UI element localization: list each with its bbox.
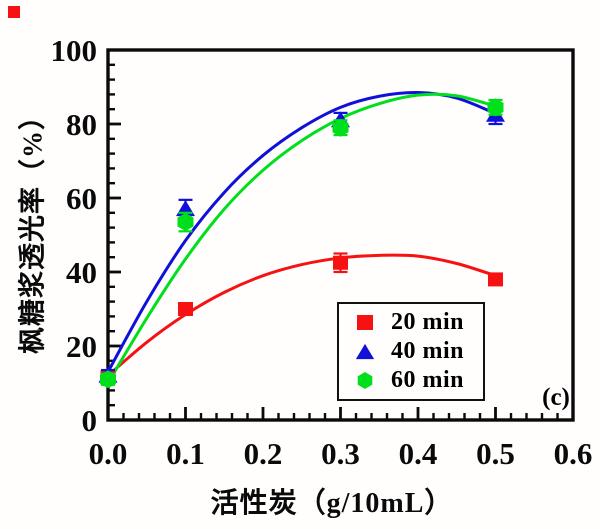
series-curve-20-min bbox=[106, 253, 497, 378]
y-tick-label: 40 bbox=[66, 255, 97, 290]
x-tick-label: 0.6 bbox=[554, 436, 593, 471]
legend-box: 20 min 40 min 60 min bbox=[337, 302, 485, 401]
data-point-square bbox=[178, 302, 193, 316]
data-point-hexagon bbox=[177, 213, 194, 232]
y-tick-label: 80 bbox=[66, 107, 97, 142]
y-tick-label: 60 bbox=[66, 181, 97, 216]
series-curve-60-min bbox=[106, 92, 497, 385]
blue-triangle-icon bbox=[355, 343, 375, 360]
data-point-hexagon bbox=[487, 98, 504, 117]
y-tick-label: 100 bbox=[51, 33, 98, 68]
x-tick-label: 0.3 bbox=[321, 436, 360, 471]
y-tick-label: 20 bbox=[66, 329, 97, 364]
x-tick-label: 0.1 bbox=[166, 436, 205, 471]
legend-marker-cell bbox=[339, 372, 391, 389]
y-axis-title: 枫糖浆透光率（%） bbox=[17, 102, 48, 354]
x-tick-label: 0.5 bbox=[476, 436, 515, 471]
legend-label: 40 min bbox=[391, 338, 465, 364]
legend-label: 60 min bbox=[391, 367, 465, 393]
data-point-square bbox=[488, 272, 503, 287]
green-hexagon-icon bbox=[357, 372, 373, 389]
legend-item-40min: 40 min bbox=[339, 338, 483, 365]
red-square-icon bbox=[357, 315, 373, 330]
x-axis-title: 活性炭（g/10mL） bbox=[210, 488, 454, 519]
stray-red-square-artifact bbox=[8, 6, 20, 18]
data-point-square bbox=[333, 255, 348, 270]
x-tick-label: 0.4 bbox=[399, 436, 438, 471]
panel-label: (c) bbox=[542, 384, 570, 411]
legend-item-60min: 60 min bbox=[339, 367, 483, 394]
legend-label: 20 min bbox=[391, 309, 465, 335]
legend-marker-cell bbox=[339, 315, 391, 330]
data-point-hexagon bbox=[332, 118, 349, 137]
x-tick-label: 0.2 bbox=[244, 436, 283, 471]
legend-item-20min: 20 min bbox=[339, 309, 483, 336]
y-tick-label: 0 bbox=[82, 403, 98, 438]
legend-marker-cell bbox=[339, 343, 391, 360]
data-point-hexagon bbox=[100, 370, 116, 389]
x-tick-label: 0.0 bbox=[89, 436, 128, 471]
